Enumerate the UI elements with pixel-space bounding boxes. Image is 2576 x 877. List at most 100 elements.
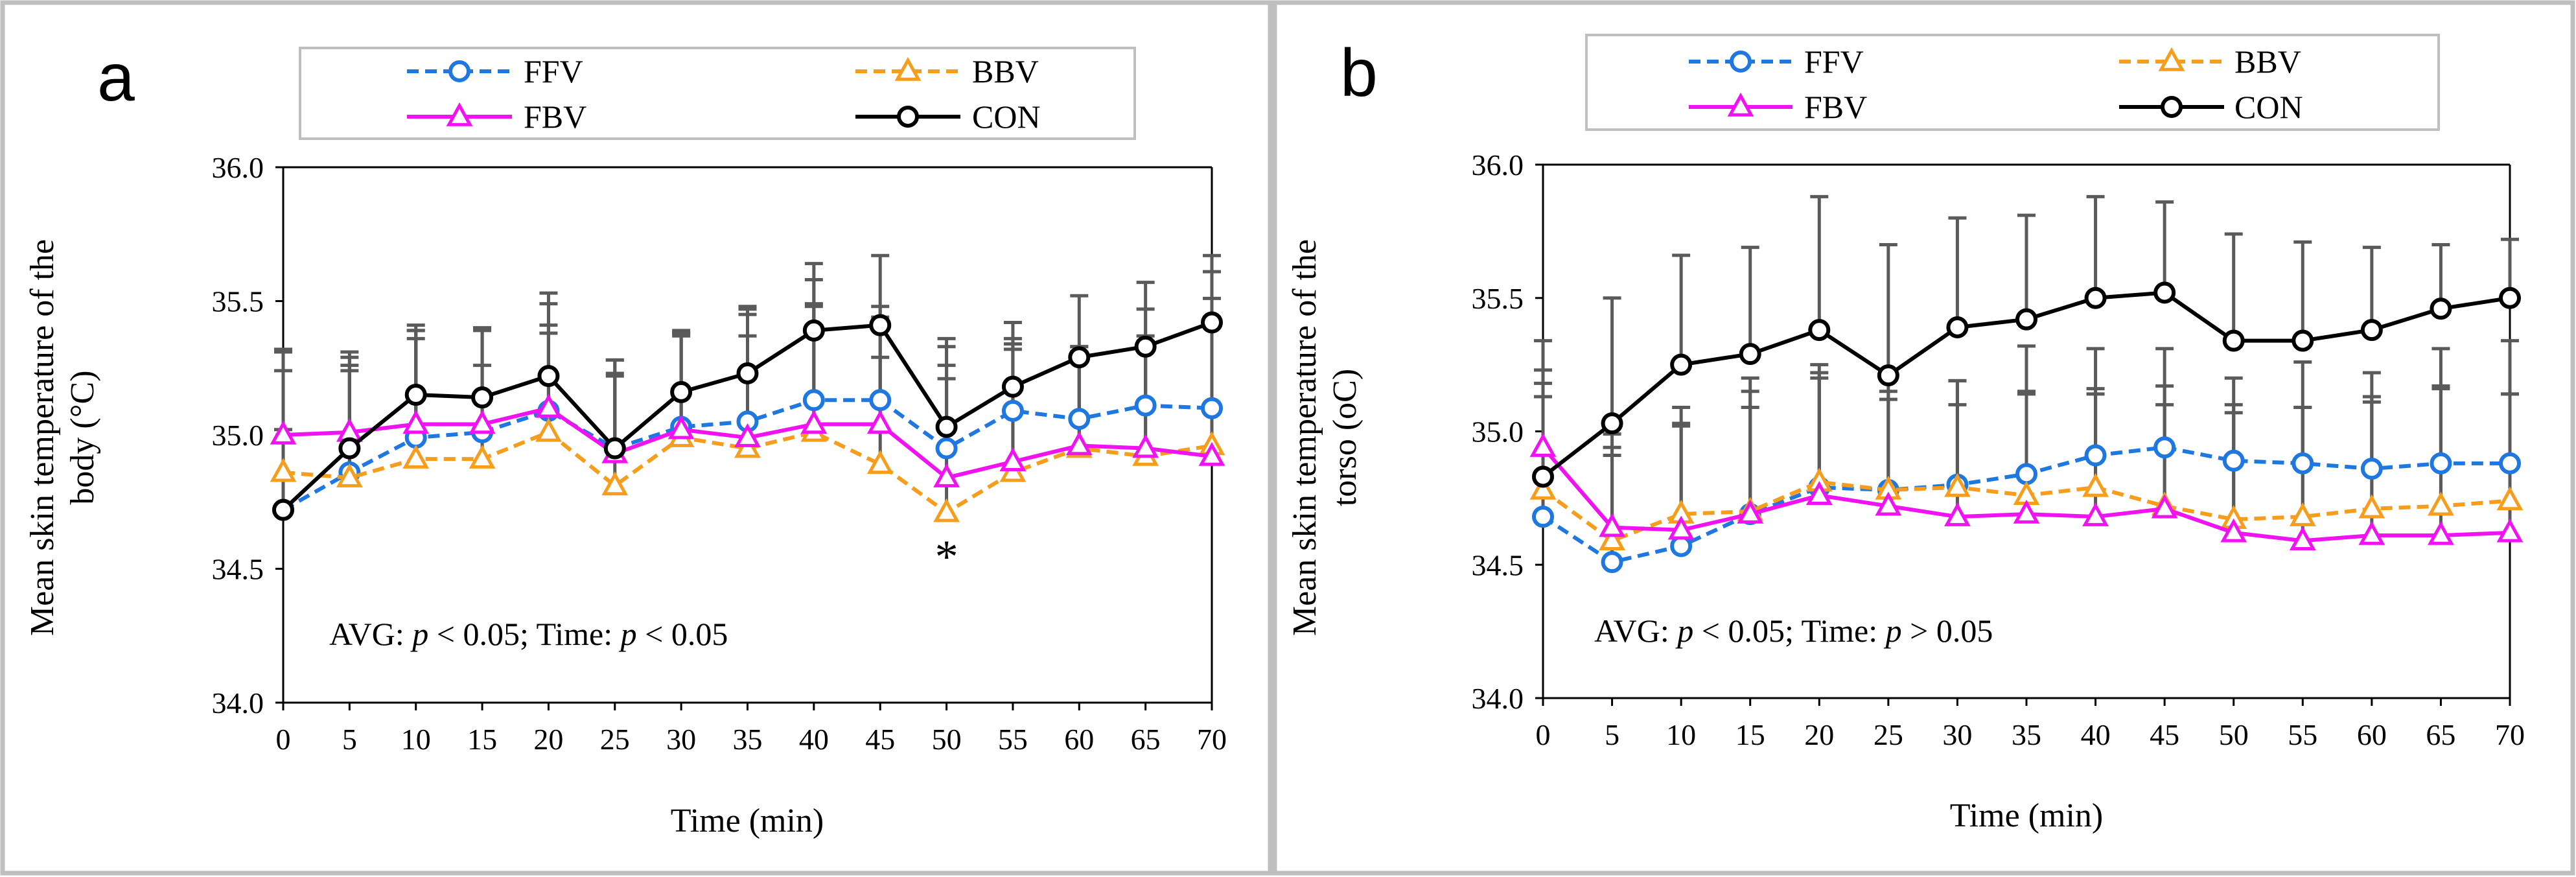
x-tick-label: 55 <box>2288 718 2317 751</box>
data-point <box>2153 281 2176 304</box>
data-point <box>2496 518 2524 543</box>
x-tick-label: 60 <box>2357 718 2387 751</box>
data-point <box>1201 311 1223 334</box>
data-point <box>1198 441 1225 466</box>
legend-label: BBV <box>2234 43 2301 80</box>
data-point <box>1201 397 1223 419</box>
data-point <box>1132 434 1159 458</box>
data-point <box>1944 502 1971 526</box>
annot-p2: p <box>619 616 637 652</box>
y-axis-title-line2: body (°C) <box>64 370 101 504</box>
data-point <box>2289 502 2316 526</box>
data-point <box>2499 452 2521 474</box>
y-tick-label: 36.0 <box>212 151 264 184</box>
data-point <box>2360 319 2383 342</box>
data-point <box>2358 520 2385 545</box>
x-tick-label: 40 <box>799 723 829 756</box>
data-point <box>2222 329 2245 352</box>
panel-a-legend: FFV BBV FBV CON <box>299 47 1136 140</box>
panel-b-border <box>1272 0 2575 876</box>
x-tick-label: 15 <box>1735 718 1765 751</box>
x-tick-label: 15 <box>467 723 497 756</box>
data-point <box>338 437 361 460</box>
data-point <box>935 415 958 438</box>
legend-label: CON <box>972 99 1041 135</box>
x-tick-label: 70 <box>2495 718 2525 751</box>
x-tick-label: 35 <box>2012 718 2041 751</box>
legend-marker <box>897 106 919 128</box>
data-point <box>1601 551 1623 574</box>
data-point <box>2220 518 2247 543</box>
x-tick-label: 30 <box>666 723 696 756</box>
y-tick-label: 35.5 <box>1472 282 1524 315</box>
data-point <box>1599 513 1625 537</box>
legend-entry-fbv: FBV <box>407 99 586 135</box>
data-point <box>2292 329 2314 352</box>
x-tick-label: 10 <box>1666 718 1696 751</box>
panel-a-x-ticks: 0 5 10 15 20 25 30 35 40 45 50 55 60 65 70 <box>276 703 1227 756</box>
data-point <box>734 423 761 447</box>
significance-marker: * <box>935 531 958 583</box>
data-point <box>270 458 297 482</box>
y-axis-title-line2: torso (oC) <box>1327 369 1363 506</box>
panel-a-series <box>270 311 1225 522</box>
data-point <box>270 420 297 445</box>
data-point <box>2082 502 2109 526</box>
panel-a-stats-annotation: AVG: p < 0.05; Time: p < 0.05 <box>329 616 728 652</box>
data-point <box>933 463 960 487</box>
y-tick-label: 34.5 <box>1472 548 1524 581</box>
data-point <box>2082 473 2109 497</box>
data-point <box>2360 458 2383 480</box>
data-point <box>537 365 560 388</box>
data-point <box>1601 412 1623 435</box>
legend-entry-fbv: FBV <box>1689 89 1867 125</box>
data-point <box>2289 526 2316 550</box>
annot-prefix: AVG: <box>329 616 412 652</box>
legend-marker-shape <box>2158 47 2185 71</box>
legend-marker-shape <box>2161 96 2183 118</box>
data-point <box>336 463 363 487</box>
panel-b-legend: FFV BBV FBV CON <box>1585 34 2440 131</box>
y-axis-title-line1: Mean skin temperature of the <box>24 239 61 636</box>
data-point <box>1134 394 1157 417</box>
y-tick-label: 36.0 <box>1472 148 1524 181</box>
x-tick-label: 30 <box>1942 718 1972 751</box>
x-tick-label: 25 <box>1874 718 1903 751</box>
legend-marker-shape <box>894 56 922 81</box>
data-point <box>1670 353 1693 376</box>
legend-label: FBV <box>524 99 586 135</box>
x-tick-label: 0 <box>276 723 291 756</box>
legend-marker-shape <box>1727 92 1754 117</box>
panel-a-y-ticks: 34.0 34.5 35.0 35.5 36.0 <box>212 151 283 719</box>
y-tick-label: 34.0 <box>212 686 264 719</box>
legend-marker-shape <box>446 102 473 126</box>
panel-b-error-bars <box>1534 194 2519 563</box>
x-tick-label: 10 <box>401 723 431 756</box>
data-point <box>535 393 562 418</box>
data-point <box>2358 494 2385 519</box>
data-point <box>535 417 562 442</box>
y-tick-label: 35.5 <box>212 285 264 318</box>
y-tick-label: 35.0 <box>1472 415 1524 449</box>
panel-b: b FFV BBV FBV CON <box>1272 0 2575 876</box>
x-tick-label: 20 <box>533 723 563 756</box>
legend-marker <box>2158 47 2185 71</box>
x-tick-label: 70 <box>1197 723 1227 756</box>
annot-mid: < 0.05; Time: <box>1693 613 1885 649</box>
data-point <box>2015 463 2037 485</box>
data-point <box>670 380 693 403</box>
data-point <box>1670 535 1693 557</box>
x-tick-label: 45 <box>865 723 895 756</box>
y-axis-title-line1: Mean skin temperature of the <box>1286 239 1323 636</box>
annot-mid: < 0.05; Time: <box>428 616 620 652</box>
series-fbv <box>1529 433 2524 550</box>
data-point <box>2013 499 2040 524</box>
series-line <box>283 430 1213 515</box>
legend-label: FFV <box>1804 43 1864 80</box>
series-fbv <box>270 393 1225 487</box>
legend-marker-shape <box>1730 51 1752 73</box>
data-point <box>1808 319 1831 342</box>
data-point <box>2222 449 2245 472</box>
panel-b-x-ticks: 0 5 10 15 20 25 30 35 40 45 50 55 60 65 70 <box>1536 698 2525 751</box>
